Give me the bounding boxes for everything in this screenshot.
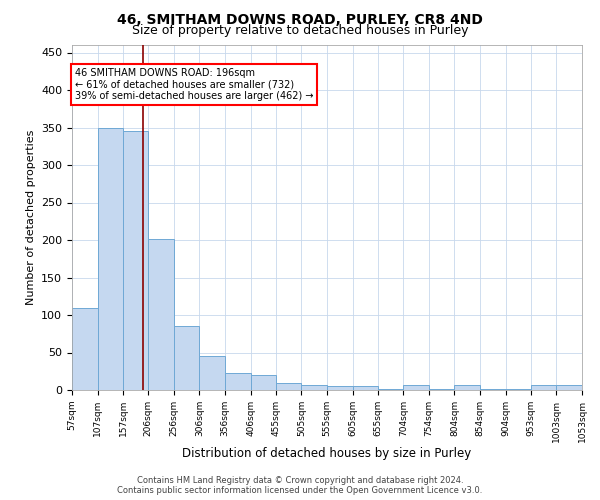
Bar	[276, 382, 301, 390]
Bar	[148, 238, 174, 390]
Bar	[199, 356, 225, 390]
Bar	[378, 388, 403, 390]
Text: 46 SMITHAM DOWNS ROAD: 196sqm
← 61% of detached houses are smaller (732)
39% of : 46 SMITHAM DOWNS ROAD: 196sqm ← 61% of d…	[74, 68, 313, 100]
Y-axis label: Number of detached properties: Number of detached properties	[26, 130, 35, 305]
Bar	[98, 128, 123, 390]
Bar	[251, 375, 276, 390]
Bar	[480, 388, 506, 390]
Bar	[429, 388, 455, 390]
Bar	[123, 131, 148, 390]
Bar	[556, 385, 582, 390]
Text: Contains HM Land Registry data © Crown copyright and database right 2024.
Contai: Contains HM Land Registry data © Crown c…	[118, 476, 482, 495]
Bar	[225, 373, 251, 390]
Bar	[327, 386, 353, 390]
Bar	[174, 326, 199, 390]
Bar	[506, 389, 531, 390]
Bar	[403, 385, 429, 390]
Text: Size of property relative to detached houses in Purley: Size of property relative to detached ho…	[132, 24, 468, 37]
Text: 46, SMITHAM DOWNS ROAD, PURLEY, CR8 4ND: 46, SMITHAM DOWNS ROAD, PURLEY, CR8 4ND	[117, 12, 483, 26]
X-axis label: Distribution of detached houses by size in Purley: Distribution of detached houses by size …	[182, 448, 472, 460]
Bar	[531, 385, 556, 390]
Bar	[454, 385, 480, 390]
Bar	[72, 308, 98, 390]
Bar	[353, 386, 378, 390]
Bar	[301, 385, 327, 390]
